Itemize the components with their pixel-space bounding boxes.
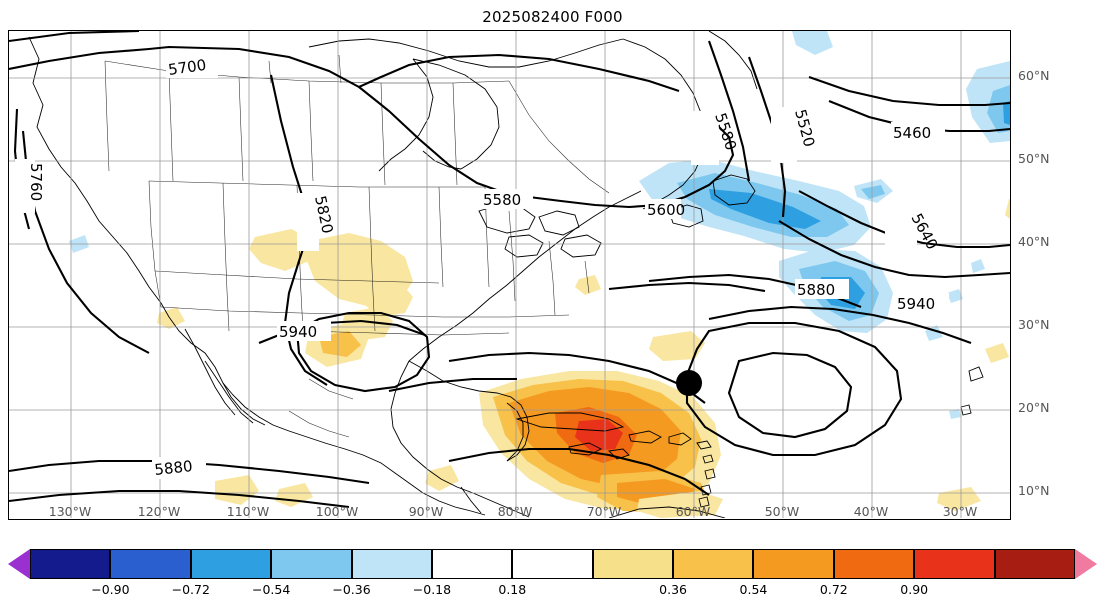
map-svg: 5700 5760 5820 5580 5580 5520 5460 5640 — [9, 31, 1010, 518]
lon-label-120W: 120°W — [137, 504, 181, 519]
colorbar-cell — [512, 549, 593, 579]
colorbar-cell — [351, 549, 432, 579]
svg-text:5760: 5760 — [27, 163, 45, 201]
colorbar-cell — [190, 549, 272, 579]
lat-label-50N: 50°N — [1018, 151, 1050, 166]
lon-label-30W: 30°W — [942, 504, 978, 519]
lon-label-70W: 70°W — [586, 504, 622, 519]
colorbar-cell — [431, 549, 513, 579]
lat-label-40N: 40°N — [1018, 234, 1050, 249]
lon-label-90W: 90°W — [408, 504, 444, 519]
lat-label-60N: 60°N — [1018, 68, 1050, 83]
colorbar-cell — [110, 549, 191, 579]
svg-text:5460: 5460 — [893, 124, 931, 142]
colorbar-cell — [753, 549, 834, 579]
lat-label-20N: 20°N — [1018, 400, 1050, 415]
colorbar-tick-label: −0.36 — [332, 582, 371, 597]
colorbar-cell — [914, 549, 995, 579]
colorbar-tick-label: 0.36 — [659, 582, 687, 597]
colorbar-cell — [833, 549, 915, 579]
svg-text:5940: 5940 — [897, 295, 935, 313]
svg-text:5700: 5700 — [167, 56, 207, 79]
lat-label-10N: 10°N — [1018, 483, 1050, 498]
svg-text:5600: 5600 — [647, 201, 685, 219]
colorbar: −0.90 −0.72 −0.54 −0.36 −0.18 0.18 0.36 0.54 0.7… — [8, 549, 1097, 597]
shaded-anomaly-layer — [69, 31, 1010, 518]
lon-label-80W: 80°W — [497, 504, 533, 519]
colorbar-cell — [271, 549, 352, 579]
colorbar-tick-label: −0.18 — [412, 582, 452, 597]
colorbar-strip — [8, 549, 1097, 579]
svg-text:5880: 5880 — [154, 457, 194, 479]
colorbar-under-arrow — [8, 549, 30, 579]
colorbar-cell — [994, 549, 1075, 579]
colorbar-tick-label: 0.72 — [819, 582, 848, 597]
lon-label-130W: 130°W — [48, 504, 92, 519]
map-panel: 5700 5760 5820 5580 5580 5520 5460 5640 — [8, 30, 1011, 520]
colorbar-over-arrow — [1075, 549, 1097, 579]
lon-label-40W: 40°W — [853, 504, 889, 519]
svg-text:5940: 5940 — [279, 323, 317, 341]
lon-label-100W: 100°W — [315, 504, 359, 519]
lon-label-60W: 60°W — [675, 504, 711, 519]
colorbar-cell — [673, 549, 754, 579]
colorbar-tick-label: 0.18 — [498, 582, 527, 597]
colorbar-cell — [592, 549, 674, 579]
colorbar-tick-label: 0.54 — [739, 582, 768, 597]
svg-text:5580: 5580 — [483, 191, 521, 209]
colorbar-tick-label: 0.90 — [900, 582, 929, 597]
svg-text:5880: 5880 — [797, 281, 835, 299]
colorbar-cell — [30, 549, 111, 579]
colorbar-tick-label: −0.54 — [251, 582, 291, 597]
colorbar-tick-label: −0.90 — [91, 582, 130, 597]
lat-label-30N: 30°N — [1018, 317, 1050, 332]
colorbar-tick-label: −0.72 — [171, 582, 210, 597]
chart-title: 2025082400 F000 — [482, 8, 623, 26]
lon-label-50W: 50°W — [764, 504, 800, 519]
lon-label-110W: 110°W — [226, 504, 270, 519]
